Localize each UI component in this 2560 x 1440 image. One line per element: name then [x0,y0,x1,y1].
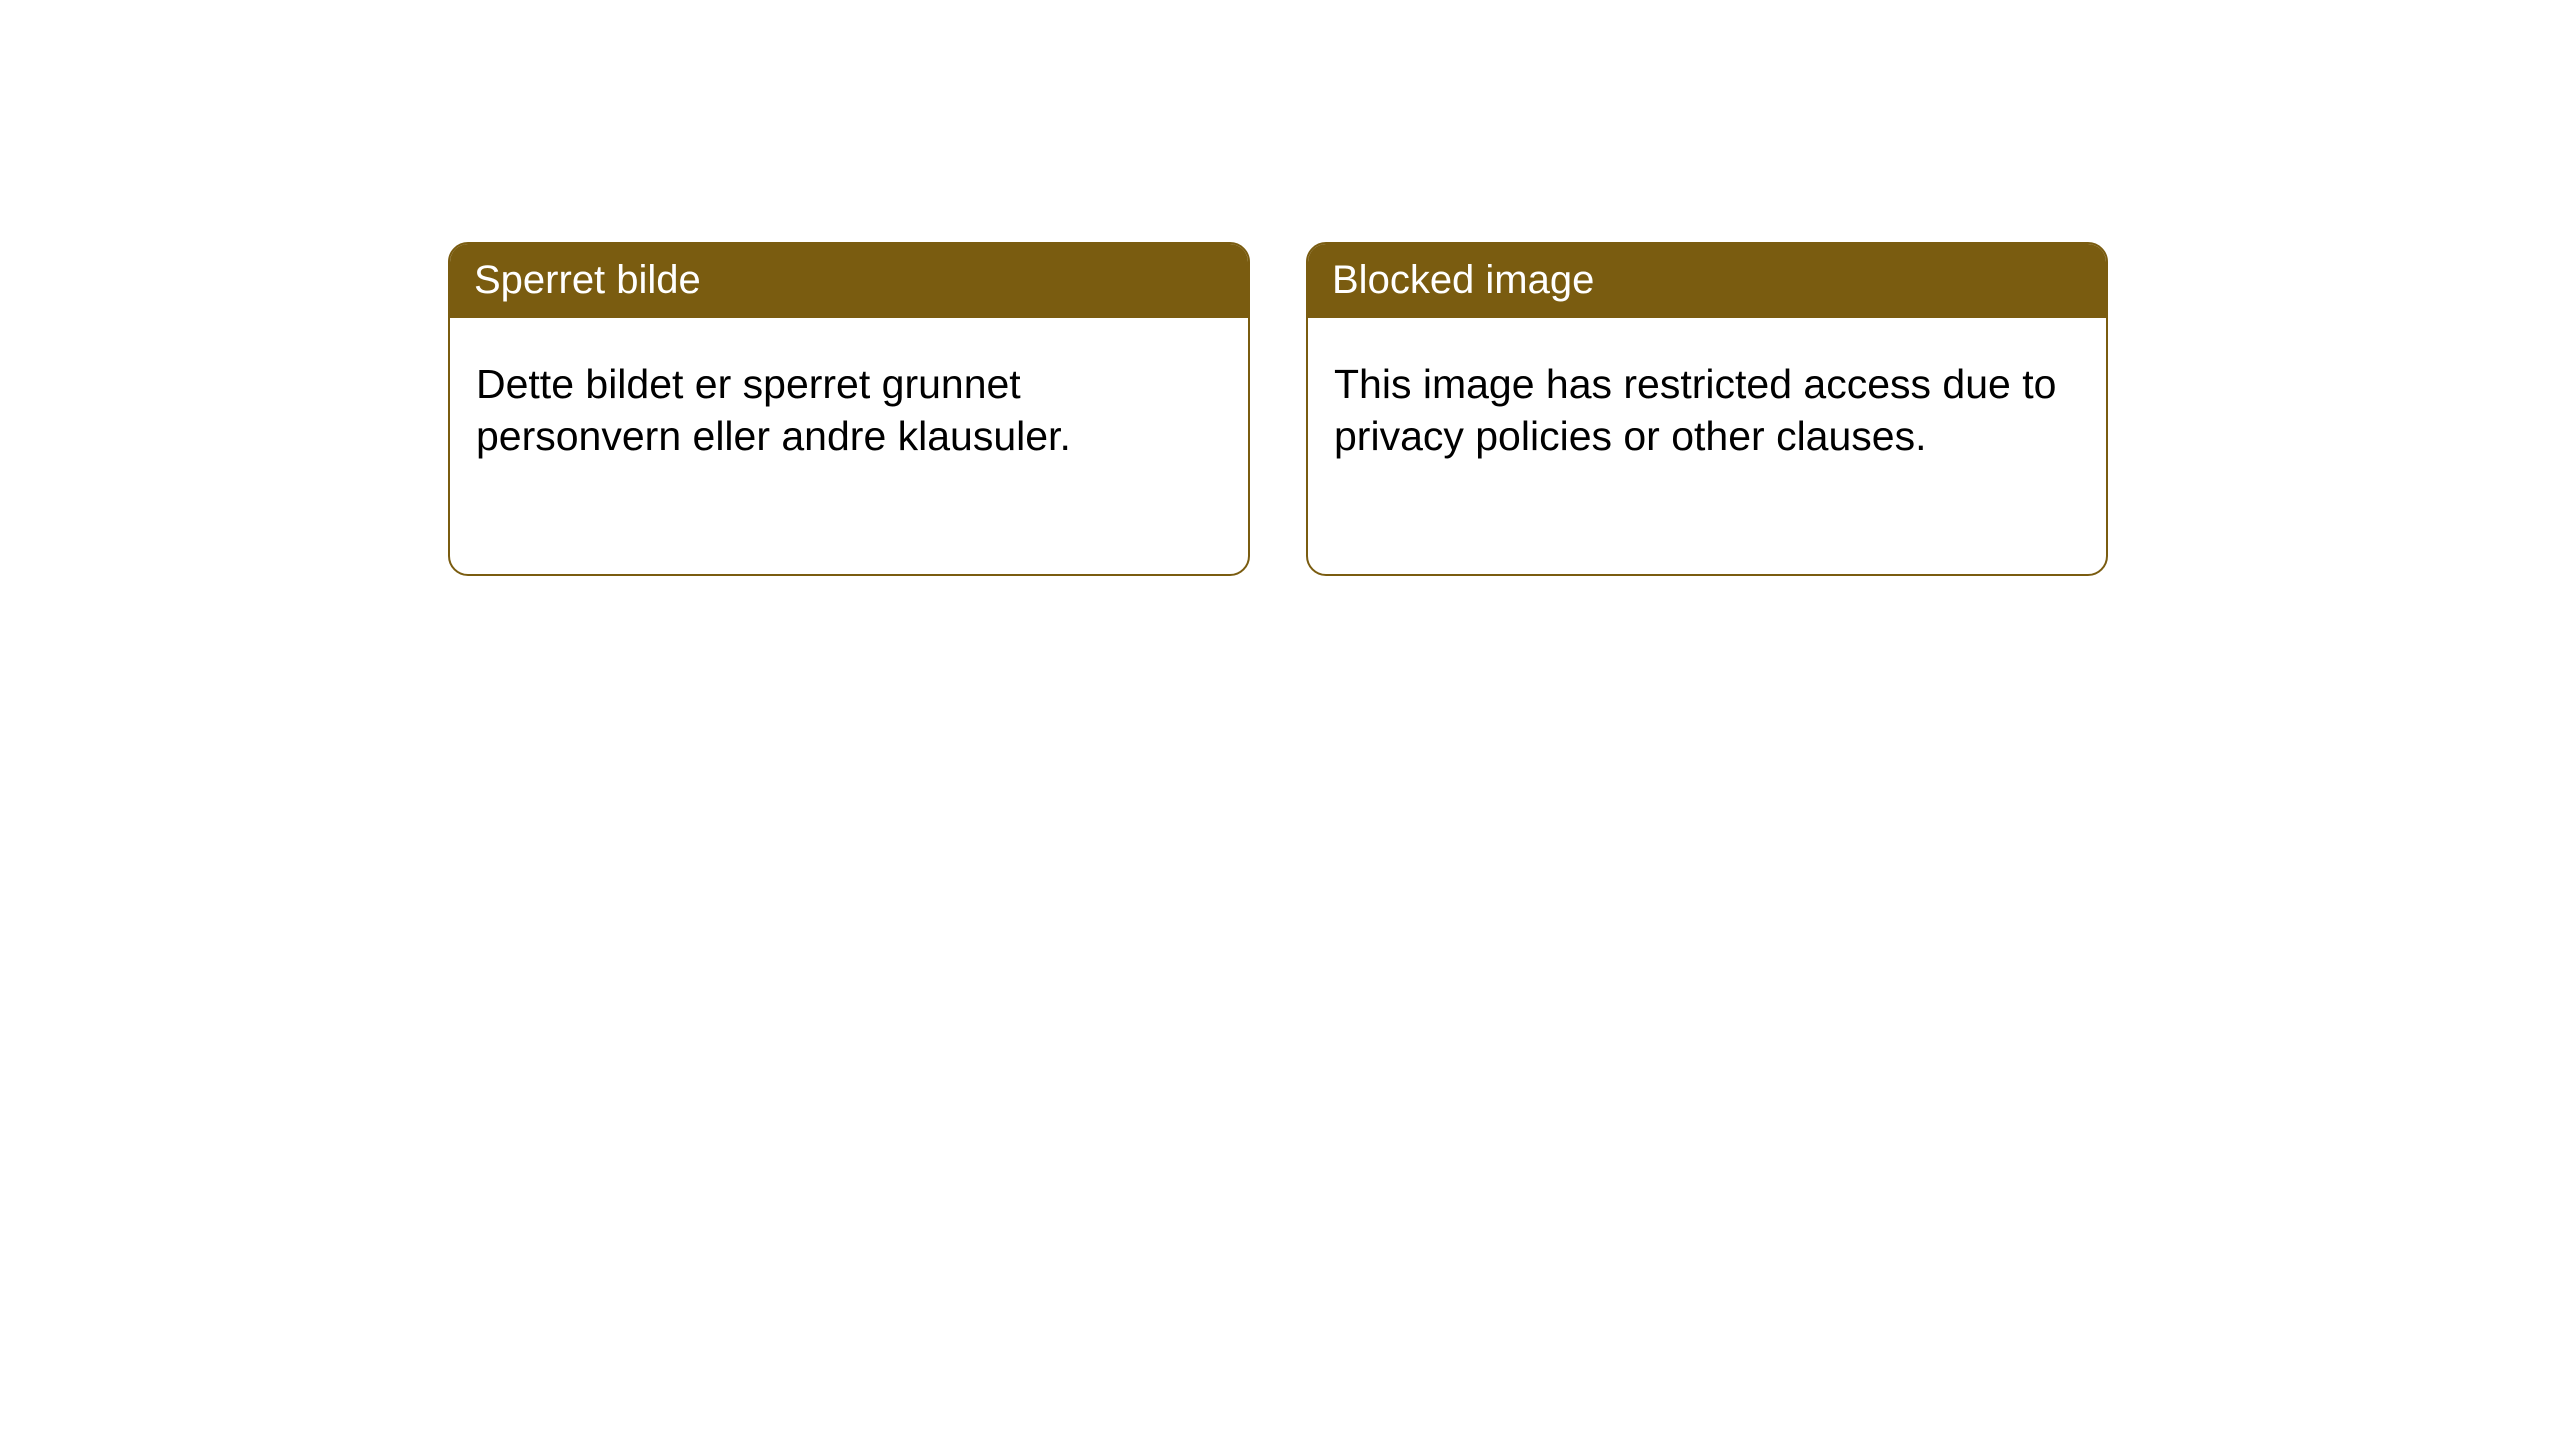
notice-card-norwegian: Sperret bilde Dette bildet er sperret gr… [448,242,1250,576]
notice-card-english: Blocked image This image has restricted … [1306,242,2108,576]
notice-header: Sperret bilde [450,244,1248,318]
notice-body-text: This image has restricted access due to … [1308,318,2106,483]
notice-body-text: Dette bildet er sperret grunnet personve… [450,318,1248,483]
notice-cards-container: Sperret bilde Dette bildet er sperret gr… [0,0,2560,576]
notice-header: Blocked image [1308,244,2106,318]
